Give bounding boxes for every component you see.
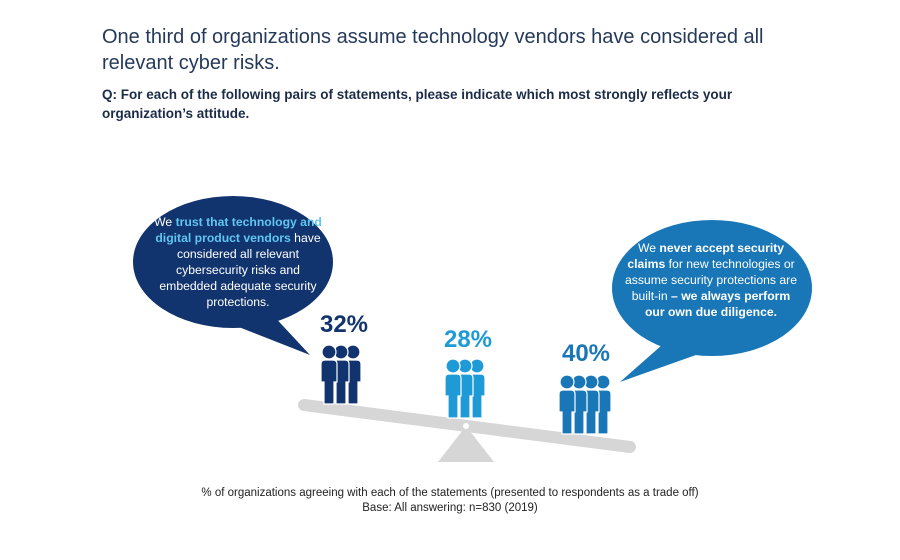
seesaw-pivot bbox=[463, 423, 469, 429]
person-icon bbox=[444, 358, 462, 419]
statement-left: We trust that technology and digital pro… bbox=[154, 215, 322, 309]
person-icon bbox=[558, 374, 576, 435]
question-text: Q: For each of the following pairs of st… bbox=[102, 87, 733, 121]
seesaw-fulcrum bbox=[438, 426, 494, 462]
people-group bbox=[320, 344, 362, 405]
value-label: 28% bbox=[443, 326, 493, 353]
headline: One third of organizations assume techno… bbox=[102, 26, 764, 74]
statement-right: We never accept security claims for new … bbox=[624, 241, 798, 319]
person-icon bbox=[582, 374, 600, 435]
people-group bbox=[558, 374, 612, 435]
person-icon bbox=[320, 344, 338, 405]
footnote-line-2: Base: All answering: n=830 (2019) bbox=[362, 502, 538, 514]
value-label: 32% bbox=[319, 311, 369, 338]
footnote-line-1: % of organizations agreeing with each of… bbox=[201, 487, 699, 499]
value-label: 40% bbox=[561, 340, 611, 367]
speech-bubble-left bbox=[133, 196, 333, 355]
speech-bubble-right bbox=[612, 220, 812, 382]
people-group bbox=[444, 358, 486, 419]
